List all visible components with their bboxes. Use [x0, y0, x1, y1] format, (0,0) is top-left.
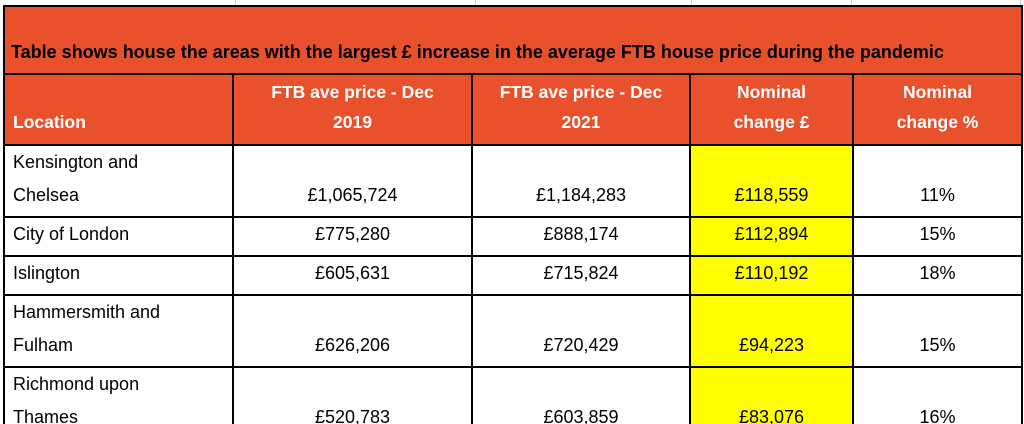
cell-percent-change: 16%	[851, 366, 1024, 424]
location-line: Chelsea	[13, 185, 80, 205]
cell-nominal-change: £94,223	[689, 294, 854, 368]
cell-price-2019: £520,783	[232, 366, 473, 424]
spreadsheet-gridline	[851, 0, 852, 5]
cell-price-2019: £1,065,724	[232, 144, 473, 218]
spreadsheet-gridline	[475, 0, 476, 5]
column-header-price-2021: FTB ave price - Dec 2021	[471, 73, 691, 146]
ftb-price-table: Table shows house the areas with the lar…	[2, 5, 1024, 424]
column-header-nominal-change-pounds: Nominal change £	[689, 73, 854, 146]
cell-price-2021: £1,184,283	[471, 144, 691, 218]
header-line: 2019	[333, 112, 372, 132]
spreadsheet-gridline	[1020, 0, 1021, 5]
header-line: Nominal	[903, 82, 973, 102]
cell-location: Hammersmith and Fulham	[3, 294, 234, 368]
header-line: change %	[896, 112, 979, 132]
cell-nominal-change: £112,894	[689, 216, 854, 257]
cell-price-2019: £605,631	[232, 255, 473, 296]
cell-price-2019: £775,280	[232, 216, 473, 257]
cell-location: City of London	[3, 216, 234, 257]
cell-location: Kensington and Chelsea	[3, 144, 234, 218]
cell-price-2021: £603,859	[471, 366, 691, 424]
location-line: City of London	[13, 224, 130, 244]
header-line: Nominal	[736, 82, 807, 102]
header-line: FTB ave price - Dec	[499, 82, 663, 102]
cell-percent-change: 11%	[851, 144, 1024, 218]
cell-percent-change: 15%	[851, 216, 1024, 257]
spreadsheet-gridline	[235, 0, 236, 5]
cell-price-2019: £626,206	[232, 294, 473, 368]
spreadsheet-gridline	[691, 0, 692, 5]
header-line: 2021	[561, 112, 601, 132]
location-line: Thames	[13, 407, 79, 424]
location-line: Hammersmith and	[13, 302, 161, 322]
cell-location: Richmond upon Thames	[3, 366, 234, 424]
cell-nominal-change: £83,076	[689, 366, 854, 424]
location-line: Fulham	[13, 335, 74, 355]
table-title: Table shows house the areas with the lar…	[2, 5, 1024, 75]
table-row: Richmond upon Thames £520,783 £603,859 £…	[3, 366, 1024, 424]
table-row: Kensington and Chelsea £1,065,724 £1,184…	[3, 144, 1024, 218]
location-line: Kensington and	[13, 152, 139, 172]
header-line: FTB ave price - Dec	[271, 82, 434, 102]
location-line: Richmond upon	[13, 374, 140, 394]
cell-nominal-change: £110,192	[689, 255, 854, 296]
table-row: Hammersmith and Fulham £626,206 £720,429…	[3, 294, 1024, 368]
table-row: City of London £775,280 £888,174 £112,89…	[3, 216, 1024, 257]
cell-price-2021: £715,824	[471, 255, 691, 296]
header-row: Location FTB ave price - Dec 2019 FTB av…	[3, 73, 1024, 146]
cell-percent-change: 18%	[851, 255, 1024, 296]
cell-percent-change: 15%	[851, 294, 1024, 368]
table-row: Islington £605,631 £715,824 £110,192 18%	[3, 255, 1024, 296]
title-row: Table shows house the areas with the lar…	[2, 5, 1024, 75]
cell-location: Islington	[3, 255, 234, 296]
column-header-location: Location	[3, 73, 234, 146]
column-header-price-2019: FTB ave price - Dec 2019	[232, 73, 473, 146]
header-line: change £	[733, 112, 810, 132]
cell-price-2021: £888,174	[471, 216, 691, 257]
location-line: Islington	[13, 263, 81, 283]
cell-price-2021: £720,429	[471, 294, 691, 368]
header-line: Location	[13, 112, 86, 132]
column-header-nominal-change-percent: Nominal change %	[851, 73, 1024, 146]
cell-nominal-change: £118,559	[689, 144, 854, 218]
